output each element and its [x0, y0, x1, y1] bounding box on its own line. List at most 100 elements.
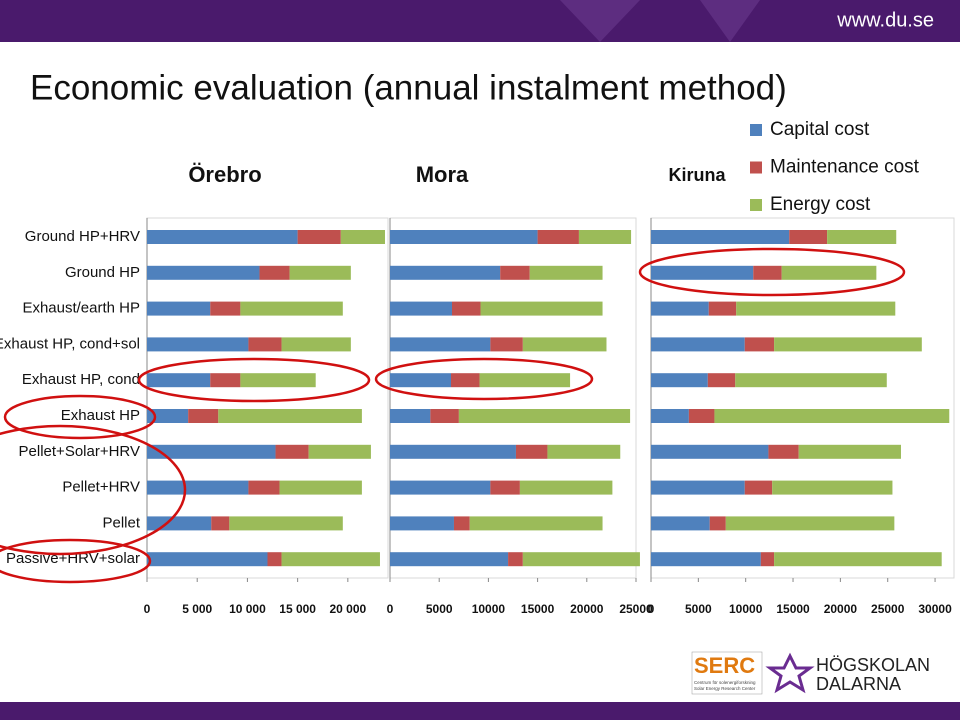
bar-segment — [248, 337, 282, 352]
bar-segment — [340, 230, 385, 244]
x-tick-label: 20000 — [570, 602, 604, 616]
chart-title: Kiruna — [668, 165, 726, 185]
bar-segment — [651, 480, 745, 495]
charts: Örebro 0 5 000 10 000 15 000 20 000 Ground HP+… — [0, 119, 955, 616]
bar-segment — [725, 516, 895, 531]
x-tick-label: 10 000 — [229, 602, 266, 616]
chart-title: Örebro — [188, 162, 261, 187]
bar-segment — [147, 444, 276, 459]
x-tick-label: 20 000 — [329, 602, 366, 616]
bar-segment — [390, 301, 452, 316]
category-label: Pellet+Solar+HRV — [19, 443, 140, 460]
header-decoration — [560, 0, 760, 42]
school-emblem — [765, 652, 815, 694]
x-tick-label: 0 — [387, 602, 394, 616]
bar-segment — [515, 444, 548, 459]
category-label: Ground HP — [65, 264, 140, 281]
bar-segment — [709, 516, 726, 531]
x-tick-label: 5000 — [426, 602, 453, 616]
header-bar — [0, 0, 960, 42]
bar-segment — [708, 301, 737, 316]
x-tick-label: 0 — [144, 602, 151, 616]
bar-segment — [390, 373, 452, 388]
x-tick-label: 15000 — [521, 602, 555, 616]
bar-segment — [798, 444, 901, 459]
bar-segment — [240, 373, 316, 388]
bar-segment — [458, 409, 631, 423]
highlight-ellipse — [374, 357, 594, 401]
bar-segment — [147, 480, 249, 495]
bar-segment — [147, 373, 211, 388]
category-label: Pellet+HRV — [62, 479, 140, 496]
bar-segment — [390, 265, 501, 280]
bar-segment — [529, 265, 603, 280]
bar-segment — [210, 373, 241, 388]
bar-segment — [651, 230, 790, 244]
bar-segment — [210, 301, 241, 316]
bar-segment — [651, 373, 708, 388]
bar-segment — [147, 409, 189, 423]
highlight-ellipse — [638, 247, 906, 297]
bar-segment — [768, 444, 799, 459]
legend-label: Maintenance cost — [770, 157, 920, 178]
bar-segment — [390, 516, 454, 531]
bar-segment — [147, 230, 298, 244]
category-label: Exhaust HP, cond — [22, 371, 140, 388]
x-tick-label: 0 — [648, 602, 655, 616]
school-name: DALARNA — [816, 674, 901, 694]
bar-segment — [211, 516, 230, 531]
bar-segment — [500, 265, 530, 280]
bar-segment — [453, 516, 470, 531]
bar-segment — [281, 552, 380, 567]
bar-segment — [390, 444, 516, 459]
annotations — [0, 247, 906, 584]
bar-segment — [297, 230, 341, 244]
bar-segment — [147, 552, 268, 567]
bar-segment — [390, 480, 491, 495]
bar-segment — [736, 301, 896, 316]
bar-segment — [651, 265, 754, 280]
x-tick-label: 15000 — [776, 602, 810, 616]
x-tick-label: 10000 — [472, 602, 506, 616]
bar-segment — [147, 265, 260, 280]
bar-segment — [279, 480, 362, 495]
bar-segment — [275, 444, 309, 459]
legend-label: Capital cost — [770, 119, 870, 140]
x-tick-label: 30000 — [918, 602, 952, 616]
serc-logo: SERC Centrum för solenergiforskning Sola… — [691, 651, 763, 695]
bar-segment — [479, 373, 571, 388]
bar-segment — [789, 230, 828, 244]
category-label: Exhaust HP, cond+sol — [0, 335, 140, 352]
bar-segment — [578, 230, 632, 244]
bar-segment — [188, 409, 219, 423]
bar-segment — [147, 301, 211, 316]
x-tick-label: 10000 — [729, 602, 763, 616]
x-tick-label: 5 000 — [182, 602, 212, 616]
bar-segment — [774, 337, 922, 352]
serc-box — [691, 651, 763, 695]
x-tick-label: 15 000 — [279, 602, 316, 616]
bar-segment — [390, 230, 538, 244]
bar-segment — [651, 337, 745, 352]
bar-segment — [430, 409, 459, 423]
bar-segment — [390, 552, 509, 567]
bar-segment — [390, 337, 491, 352]
category-label: Pellet — [102, 514, 140, 531]
bar-segment — [480, 301, 603, 316]
legend-label: Energy cost — [770, 194, 871, 215]
bar-segment — [651, 552, 761, 567]
slide-title: Economic evaluation (annual instalment m… — [30, 68, 787, 107]
bar-segment — [707, 373, 736, 388]
bar-segment — [490, 337, 523, 352]
footer-bar — [0, 702, 960, 720]
bar-segment — [774, 552, 942, 567]
bar-segment — [218, 409, 362, 423]
x-tick-label: 25000 — [619, 602, 653, 616]
bar-segment — [735, 373, 887, 388]
bar-segment — [147, 337, 249, 352]
legend-swatch — [750, 199, 762, 211]
bar-segment — [651, 516, 710, 531]
bar-segment — [744, 480, 773, 495]
legend-swatch — [750, 124, 762, 136]
chart-title: Mora — [416, 162, 469, 187]
